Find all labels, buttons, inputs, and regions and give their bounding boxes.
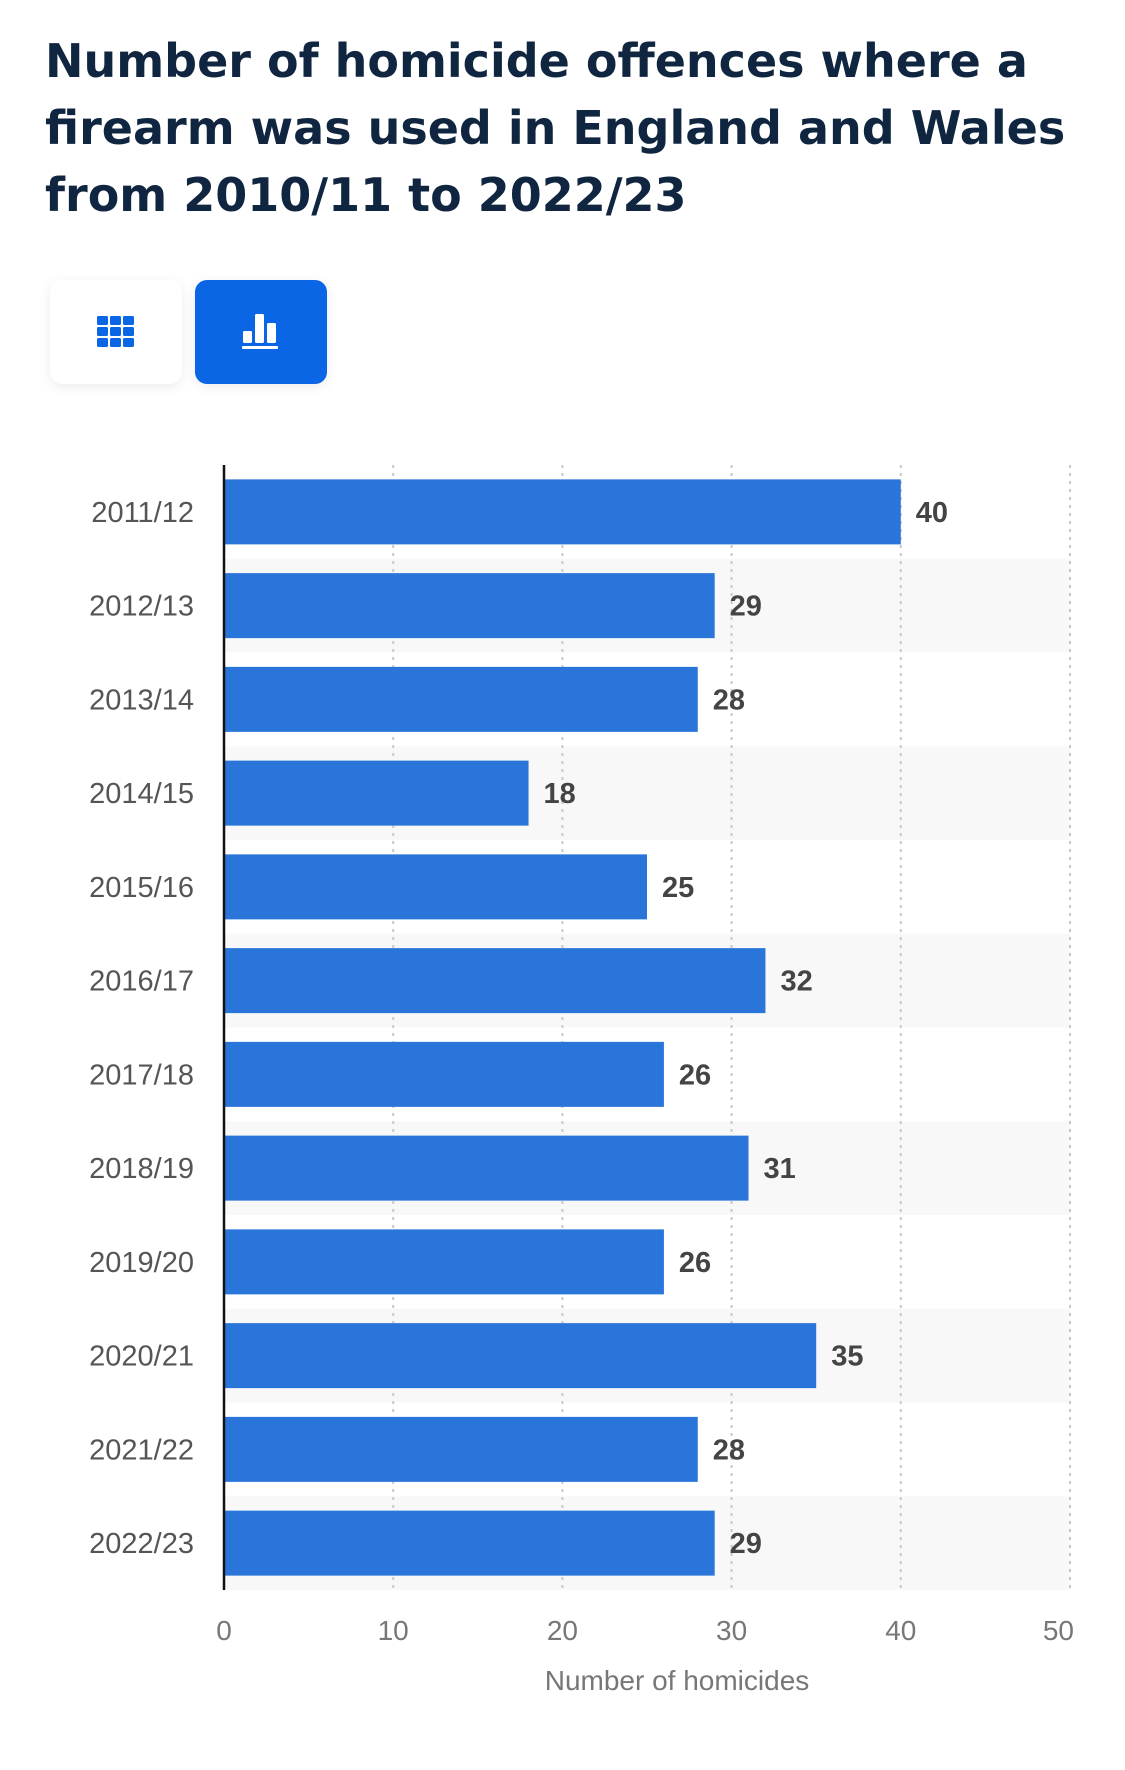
y-category-label: 2021/22 — [89, 1434, 194, 1466]
x-tick-label: 0 — [216, 1615, 232, 1646]
data-label: 40 — [916, 497, 948, 529]
bar — [224, 1323, 817, 1389]
table-view-button[interactable] — [50, 280, 182, 384]
bar-chart-icon — [242, 314, 278, 349]
bar — [224, 948, 766, 1014]
y-category-label: 2015/16 — [89, 872, 194, 904]
bar — [224, 1041, 664, 1107]
y-category-label: 2020/21 — [89, 1341, 194, 1373]
data-label: 26 — [679, 1059, 711, 1091]
x-axis-label: Number of homicides — [545, 1665, 810, 1696]
bar — [224, 760, 529, 826]
y-category-label: 2011/12 — [91, 497, 194, 529]
bar — [224, 573, 715, 639]
chart-title: Number of homicide offences where a fire… — [45, 34, 1066, 222]
bar — [224, 479, 901, 545]
data-label: 31 — [764, 1153, 796, 1185]
chart-view-button[interactable] — [195, 280, 327, 384]
data-label: 32 — [780, 966, 812, 998]
data-label: 29 — [730, 1528, 762, 1560]
data-label: 29 — [730, 591, 762, 623]
grid-table-icon — [97, 316, 134, 347]
x-tick-label: 10 — [378, 1615, 409, 1646]
x-tick-label: 40 — [885, 1615, 916, 1646]
bar — [224, 1510, 715, 1576]
x-tick-label: 30 — [716, 1615, 747, 1646]
data-label: 26 — [679, 1247, 711, 1279]
data-label: 28 — [713, 1434, 745, 1466]
data-label: 35 — [831, 1341, 863, 1373]
y-category-label: 2016/17 — [89, 966, 194, 998]
y-category-label: 2012/13 — [89, 591, 194, 623]
y-category-label: 2013/14 — [89, 684, 194, 716]
data-label: 18 — [544, 778, 576, 810]
x-tick-label: 20 — [547, 1615, 578, 1646]
x-tick-label: 50 — [1043, 1615, 1074, 1646]
bar — [224, 1135, 749, 1201]
bar — [224, 1416, 698, 1482]
bar — [224, 666, 698, 732]
y-category-label: 2014/15 — [89, 778, 194, 810]
bar — [224, 854, 647, 920]
bar — [224, 1229, 664, 1295]
y-category-label: 2019/20 — [89, 1247, 194, 1279]
data-label: 25 — [662, 872, 694, 904]
data-label: 28 — [713, 684, 745, 716]
y-category-label: 2018/19 — [89, 1153, 194, 1185]
y-category-label: 2022/23 — [89, 1528, 194, 1560]
y-category-label: 2017/18 — [89, 1059, 194, 1091]
